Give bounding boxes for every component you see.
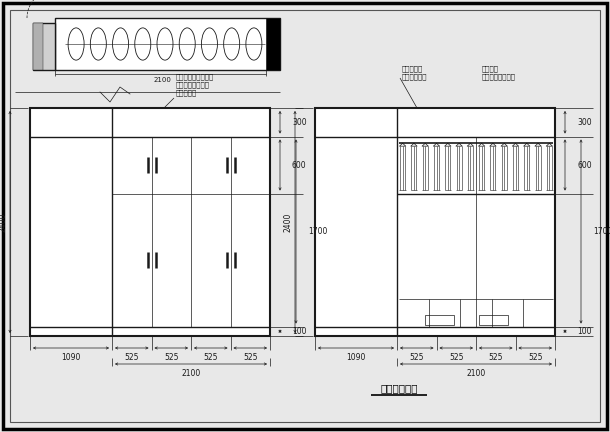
Text: 滑式插销: 滑式插销: [482, 65, 499, 72]
Text: 525: 525: [449, 353, 464, 362]
Text: 525: 525: [489, 353, 503, 362]
Text: 1700: 1700: [593, 227, 610, 236]
Ellipse shape: [68, 28, 84, 60]
Text: 红橡木饰面选择板: 红橡木饰面选择板: [482, 73, 516, 80]
Text: 100: 100: [292, 327, 306, 336]
Text: 525: 525: [164, 353, 179, 362]
Text: 2100: 2100: [154, 77, 171, 83]
Bar: [55, 18, 280, 70]
Text: 1090: 1090: [62, 353, 81, 362]
Bar: [30, 108, 270, 336]
Text: 白色亚光漆: 白色亚光漆: [176, 89, 197, 96]
Bar: [425, 314, 454, 324]
Bar: [33, 23, 55, 70]
Ellipse shape: [246, 28, 262, 60]
Ellipse shape: [157, 28, 173, 60]
Bar: [33, 23, 43, 70]
Text: 525: 525: [124, 353, 139, 362]
Text: 2400: 2400: [0, 212, 7, 232]
Text: 柜门锁白色乳木漆: 柜门锁白色乳木漆: [176, 81, 210, 88]
Text: 525: 525: [528, 353, 542, 362]
Bar: [266, 18, 280, 70]
Text: 300: 300: [577, 118, 592, 127]
Text: 600: 600: [577, 161, 592, 169]
Text: 600: 600: [292, 161, 307, 169]
Text: 1090: 1090: [346, 353, 365, 362]
Text: 不锈钓挂衣杆: 不锈钓挂衣杆: [402, 73, 428, 80]
Ellipse shape: [90, 28, 106, 60]
Text: 次卧衣柜详图: 次卧衣柜详图: [380, 383, 418, 393]
Text: 2100: 2100: [467, 369, 486, 378]
Text: 1700: 1700: [308, 227, 328, 236]
Bar: [315, 108, 555, 336]
Text: 300: 300: [292, 118, 307, 127]
Text: 推拉式层架: 推拉式层架: [402, 65, 423, 72]
Bar: [479, 314, 508, 324]
Text: 2400: 2400: [284, 212, 293, 232]
Ellipse shape: [179, 28, 195, 60]
Ellipse shape: [113, 28, 129, 60]
Ellipse shape: [135, 28, 151, 60]
Text: 画面板贴白色防火板: 画面板贴白色防火板: [176, 73, 214, 80]
Text: 2100: 2100: [181, 369, 201, 378]
Text: 525: 525: [204, 353, 218, 362]
Text: 100: 100: [577, 327, 592, 336]
Text: 525: 525: [243, 353, 257, 362]
Ellipse shape: [224, 28, 240, 60]
Ellipse shape: [201, 28, 217, 60]
Text: 525: 525: [409, 353, 424, 362]
